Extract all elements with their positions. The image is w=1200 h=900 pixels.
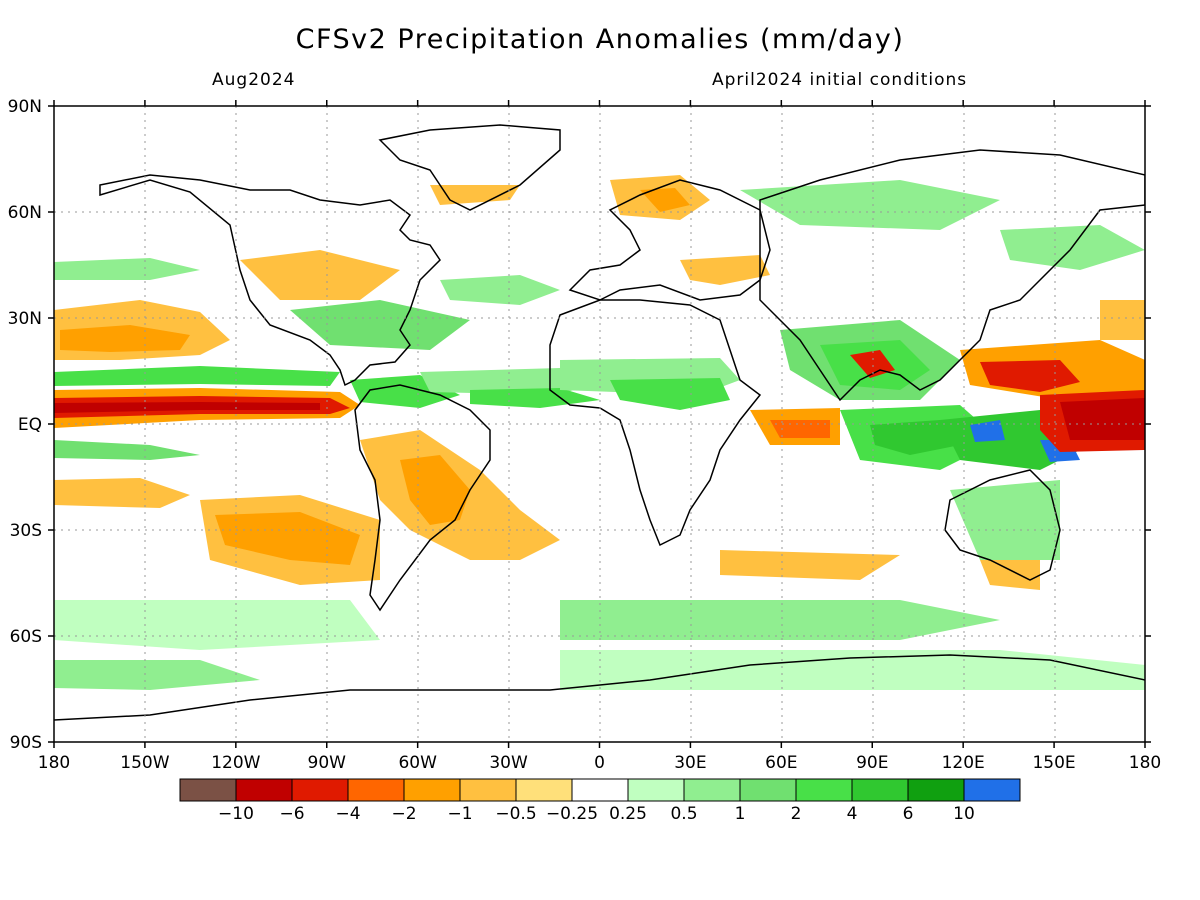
- colorbar-labels: −10 −6 −4 −2 −1 −0.5 −0.25 0.25 0.5 1 2 4 6 10: [218, 804, 975, 824]
- latitude-label: 90S: [10, 733, 42, 753]
- colorbar-label: −1: [447, 804, 472, 824]
- north-america-coast: [99, 174, 441, 387]
- colorbar-swatch: [235, 778, 293, 802]
- longitude-label: 180: [1129, 753, 1161, 773]
- map-title: CFSv2 Precipitation Anomalies (mm/day): [295, 24, 905, 55]
- colorbar-swatch: [963, 778, 1021, 802]
- colorbar-swatch: [627, 778, 685, 802]
- colorbar-label: 10: [953, 804, 975, 824]
- longitude-label: 30E: [674, 753, 706, 773]
- latitude-label: 90N: [8, 97, 42, 117]
- longitude-label: 90W: [308, 753, 347, 773]
- colorbar: [179, 778, 1021, 802]
- colorbar-label: −0.5: [495, 804, 536, 824]
- africa-coast: [549, 299, 762, 547]
- latitude-ticks: [48, 105, 1151, 743]
- antarctica-coast: [54, 654, 1145, 721]
- colorbar-label: −0.25: [546, 804, 598, 824]
- colorbar-label: −10: [218, 804, 254, 824]
- colorbar-swatch: [739, 778, 797, 802]
- longitude-label: 60E: [765, 753, 797, 773]
- colorbar-swatch: [907, 778, 965, 802]
- colorbar-swatch: [683, 778, 741, 802]
- colorbar-label: 6: [903, 804, 914, 824]
- longitude-label: 60W: [398, 753, 437, 773]
- latitude-label: 30N: [8, 309, 42, 329]
- colorbar-label: 0.25: [609, 804, 647, 824]
- colorbar-swatch: [851, 778, 909, 802]
- latitude-label: EQ: [18, 415, 42, 435]
- colorbar-label: 2: [791, 804, 802, 824]
- greenland-coast: [378, 124, 561, 211]
- longitude-label: 150W: [120, 753, 169, 773]
- colorbar-label: −2: [391, 804, 416, 824]
- longitude-label: 0: [594, 753, 605, 773]
- colorbar-swatch: [291, 778, 349, 802]
- south-america-coast: [354, 384, 491, 612]
- longitude-label: 90E: [856, 753, 888, 773]
- graticule: [54, 106, 1145, 742]
- australia-coast: [944, 469, 1061, 581]
- longitude-labels: 180 150W 120W 90W 60W 30W 0 30E 60E 90E 120E 150E 18…: [38, 753, 1161, 773]
- longitude-label: 120E: [942, 753, 985, 773]
- latitude-label: 60N: [8, 203, 42, 223]
- longitude-label: 30W: [489, 753, 528, 773]
- asia-coast: [759, 149, 1145, 402]
- colorbar-swatch: [459, 778, 517, 802]
- colorbar-label: 4: [847, 804, 858, 824]
- colorbar-swatch: [571, 778, 629, 802]
- initial-conditions-label: April2024 initial conditions: [712, 70, 968, 90]
- colorbar-label: 0.5: [670, 804, 697, 824]
- colorbar-swatch: [515, 778, 573, 802]
- latitude-labels: 90N 60N 30N EQ 30S 60S 90S: [8, 97, 42, 753]
- latitude-label: 30S: [10, 521, 42, 541]
- longitude-label: 180: [38, 753, 70, 773]
- colorbar-label: −6: [279, 804, 304, 824]
- colorbar-swatch: [179, 778, 237, 802]
- colorbar-label: 1: [735, 804, 746, 824]
- forecast-month: Aug2024: [212, 70, 296, 90]
- longitude-ticks: [53, 100, 1146, 748]
- coastlines: [54, 124, 1145, 721]
- europe-coast: [568, 179, 771, 301]
- latitude-label: 60S: [10, 627, 42, 647]
- colorbar-swatch: [795, 778, 853, 802]
- longitude-label: 150E: [1032, 753, 1075, 773]
- colorbar-label: −4: [335, 804, 360, 824]
- anomaly-field: [54, 175, 1145, 690]
- colorbar-swatch: [403, 778, 461, 802]
- longitude-label: 120W: [211, 753, 260, 773]
- colorbar-swatch: [347, 778, 405, 802]
